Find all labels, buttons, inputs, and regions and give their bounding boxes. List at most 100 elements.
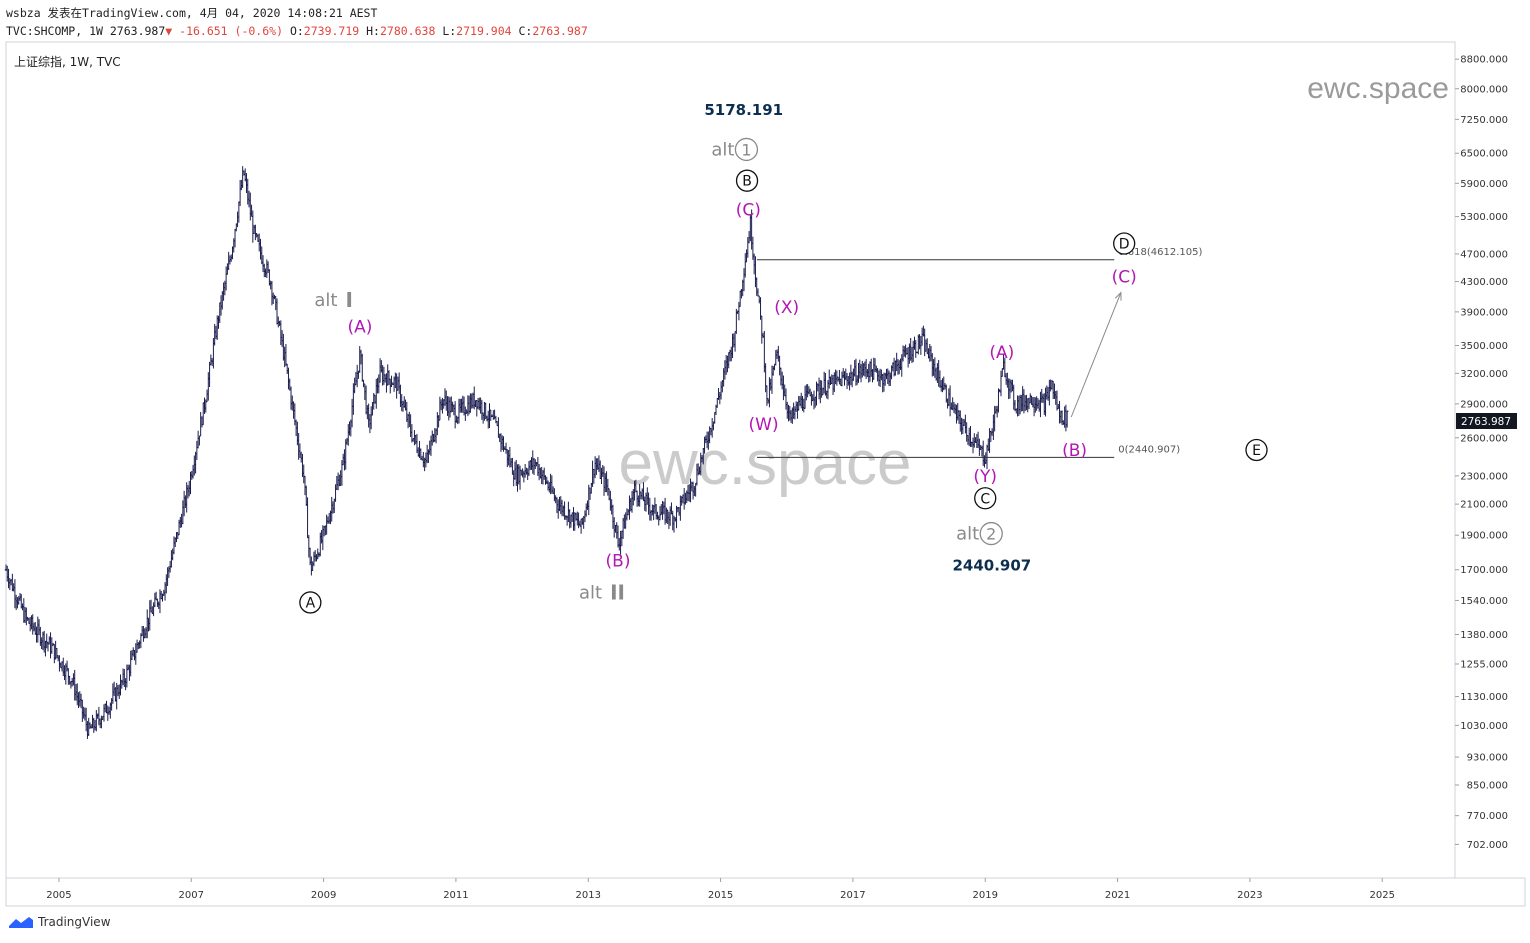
publish-info: wsbza 发表在TradingView.com, 4月 04, 2020 14… [6, 6, 378, 20]
price-tick-label: 2300.000 [1460, 471, 1508, 482]
alt-label: alt [711, 139, 734, 160]
tradingview-logo-icon [9, 917, 33, 928]
alt-label: alt [314, 290, 337, 311]
time-tick-label: 2025 [1369, 890, 1394, 901]
alt-wave-roman: II [610, 580, 625, 604]
chart-legend: 上证综指, 1W, TVC [14, 54, 121, 69]
price-extreme-label: 5178.191 [704, 101, 783, 119]
wave-circle [299, 591, 322, 614]
time-tick-label: 2007 [179, 890, 204, 901]
last-price-tag-label: 2763.987 [1461, 416, 1511, 428]
alt-label: alt [579, 582, 602, 603]
price-change: -16.651 (-0.6%) [179, 24, 283, 38]
price-tick-label: 1540.000 [1460, 596, 1508, 607]
time-tick-label: 2017 [840, 890, 865, 901]
price-extreme-label: 2440.907 [952, 556, 1031, 574]
price-tick-label: 8000.000 [1460, 84, 1508, 95]
price-tick-label: 1030.000 [1460, 721, 1508, 732]
price-tick-label: 1900.000 [1460, 531, 1508, 542]
price-tick-label: 1130.000 [1460, 692, 1508, 703]
time-tick-label: 2015 [708, 890, 733, 901]
price-tick-label: 7250.000 [1460, 115, 1508, 126]
wave-label: (A) [989, 343, 1014, 363]
time-tick-label: 2005 [46, 890, 71, 901]
last-price: 2763.987 [109, 24, 166, 38]
low-value: 2719.904 [456, 24, 512, 38]
wave-label: (B) [606, 552, 631, 572]
wave-label: (B) [1062, 441, 1087, 461]
wave-label: (A) [348, 318, 373, 338]
close-label: C: [518, 24, 533, 38]
price-tick-label: 2600.000 [1460, 433, 1508, 444]
price-tick-label: 3900.000 [1460, 307, 1508, 318]
alt-wave-number: 2 [986, 525, 996, 544]
watermark-corner: ewc.space [1307, 72, 1449, 105]
price-tick-label: 2900.000 [1460, 399, 1508, 410]
time-axis: 2005 2007 2009 2011 2013 2015 2017 2019 2021 2023… [46, 878, 1395, 901]
fib-level-label: 0.618(4612.105) [1118, 247, 1202, 258]
price-tick-label: 1380.000 [1460, 630, 1508, 641]
down-arrow-icon: ▼ [165, 24, 173, 38]
time-tick-label: 2009 [311, 890, 336, 901]
price-tick-label: 3500.000 [1460, 341, 1508, 352]
price-tick-label: 5300.000 [1460, 212, 1508, 223]
price-tick-label: 5900.000 [1460, 179, 1508, 190]
price-tick-label: 4700.000 [1460, 249, 1508, 260]
price-tick-label: 1255.000 [1460, 659, 1508, 670]
open-value: 2739.719 [303, 24, 360, 38]
fib-levels: 0.618(4612.105) 0(2440.907) [756, 247, 1202, 458]
time-tick-label: 2023 [1237, 890, 1262, 901]
symbol-label: TVC:SHCOMP, 1W [6, 24, 103, 38]
footer-brand: TradingView [8, 915, 111, 929]
time-axis-box [5, 877, 1526, 907]
last-price-tag: 2763.987 [1456, 413, 1517, 429]
alt-circle [979, 521, 1003, 546]
fib-level-label: 0(2440.907) [1118, 444, 1180, 455]
time-tick-label: 2011 [443, 890, 468, 901]
wave-circle [735, 169, 759, 192]
wave-label: (C) [1112, 268, 1137, 288]
price-tick-label: 3200.000 [1460, 369, 1508, 380]
price-tick-label: 2100.000 [1460, 500, 1508, 511]
footer-brand-label: TradingView [38, 915, 111, 929]
price-tick-label: 850.000 [1467, 780, 1508, 791]
price-tick-label: 1700.000 [1460, 565, 1508, 576]
price-axis: 8800.000 8000.000 7250.000 6500.000 5900.000… [1455, 55, 1508, 851]
wave-label: E [1252, 443, 1261, 459]
low-label: L: [442, 24, 457, 38]
price-tick-label: 8800.000 [1460, 55, 1508, 66]
wave-label: D [1119, 237, 1130, 253]
alt-circle [734, 137, 759, 162]
price-tick-label: 4300.000 [1460, 277, 1508, 288]
wave-circle [974, 487, 997, 510]
alt-wave-number: 1 [741, 140, 751, 159]
time-tick-label: 2021 [1105, 890, 1130, 901]
alt-label: alt [956, 524, 979, 545]
high-value: 2780.638 [379, 24, 436, 38]
price-tick-label: 6500.000 [1460, 149, 1508, 160]
price-tick-label: 770.000 [1467, 811, 1508, 822]
wave-label: C [980, 491, 990, 507]
time-tick-label: 2019 [973, 890, 998, 901]
open-label: O: [289, 24, 304, 38]
wave-label: (W) [749, 415, 779, 435]
wave-label: A [306, 595, 316, 611]
wave-label: B [742, 174, 752, 190]
wave-label: (C) [736, 201, 761, 221]
high-label: H: [366, 24, 380, 38]
price-tick-label: 930.000 [1467, 753, 1508, 764]
projection-arrow-head [1114, 291, 1122, 301]
alt-wave-roman: I [345, 288, 352, 312]
projection-arrow [1070, 292, 1122, 418]
wave-circle [1245, 438, 1268, 462]
watermark-center: ewc.space [619, 429, 912, 498]
wave-label: (Y) [973, 467, 997, 487]
ohlc-bar: TVC:SHCOMP, 1W 2763.987▼ -16.651 (-0.6%)… [6, 24, 588, 38]
wave-circle [1113, 232, 1136, 255]
candles [4, 166, 1069, 739]
time-tick-label: 2013 [576, 890, 601, 901]
close-value: 2763.987 [532, 24, 588, 38]
price-tick-label: 702.000 [1467, 840, 1508, 851]
